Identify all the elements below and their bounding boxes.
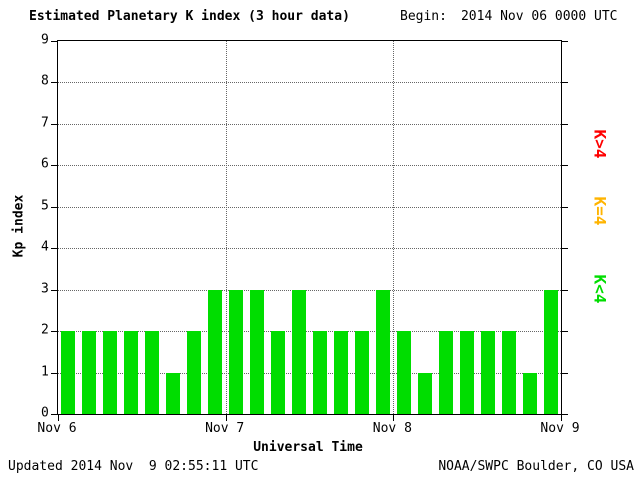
axis-tick [51, 123, 57, 125]
h-gridline [58, 206, 561, 208]
legend-k-gt-4: K>4 [590, 129, 610, 159]
legend-k-eq-4: K=4 [590, 196, 610, 226]
axis-tick [51, 206, 57, 208]
y-tick-label: 5 [41, 198, 49, 214]
y-tick-label: 1 [41, 364, 49, 380]
chart-title: Estimated Planetary K index (3 hour data… [29, 9, 350, 24]
y-tick-label: 9 [41, 32, 49, 48]
begin-value: 2014 Nov 06 0000 UTC [460, 9, 618, 24]
kp-bar [166, 372, 181, 414]
axis-tick [51, 165, 57, 167]
axis-tick [51, 82, 57, 84]
kp-bar [145, 331, 160, 414]
y-tick-label: 8 [41, 73, 49, 89]
h-gridline [58, 289, 561, 291]
axis-tick [562, 82, 568, 84]
h-gridline [58, 165, 561, 167]
axis-tick [51, 289, 57, 291]
axis-tick [562, 123, 568, 125]
x-tick-label: Nov 9 [540, 421, 580, 436]
axis-tick [58, 415, 59, 421]
kp-bar [501, 331, 516, 414]
y-tick-label: 6 [41, 156, 49, 172]
begin-label: Begin: [400, 9, 447, 24]
x-axis-title: Universal Time [253, 440, 363, 455]
y-axis-title: Kp index [11, 194, 27, 258]
axis-tick [561, 415, 562, 421]
kp-bar [522, 372, 537, 414]
axis-tick [562, 206, 568, 208]
axis-tick [51, 331, 57, 333]
kp-bar [187, 331, 202, 414]
y-tick-label: 7 [41, 115, 49, 131]
h-gridline [58, 123, 561, 125]
axis-tick [51, 41, 57, 42]
source-attribution: NOAA/SWPC Boulder, CO USA [438, 459, 634, 474]
kp-bar [124, 331, 139, 414]
kp-bar [82, 331, 97, 414]
kp-bar [459, 331, 474, 414]
kp-bar [375, 289, 390, 414]
kp-bar [396, 331, 411, 414]
axis-tick [562, 165, 568, 167]
kp-bar [271, 331, 286, 414]
axis-tick [51, 248, 57, 250]
y-tick-label: 3 [41, 281, 49, 297]
legend-k-lt-4: K<4 [590, 274, 610, 304]
h-gridline [58, 331, 561, 333]
kp-bar [103, 331, 118, 414]
axis-tick [562, 331, 568, 333]
kp-bar [417, 372, 432, 414]
kp-bar [208, 289, 223, 414]
begin-annotation: Begin: 2014 Nov 06 0000 UTC [400, 9, 618, 24]
axis-tick [225, 415, 227, 421]
x-tick-label: Nov 7 [205, 421, 245, 436]
x-tick-label: Nov 6 [37, 421, 77, 436]
y-tick-label: 2 [41, 322, 49, 338]
x-tick-label: Nov 8 [372, 421, 412, 436]
axis-tick [562, 248, 568, 250]
kp-bar [61, 331, 76, 414]
kp-bar [543, 289, 558, 414]
kp-bar [292, 289, 307, 414]
axis-tick [562, 414, 568, 415]
h-gridline [58, 82, 561, 84]
kp-bar [354, 331, 369, 414]
axis-tick [51, 414, 57, 415]
kp-bar [312, 331, 327, 414]
axis-tick [393, 415, 395, 421]
kp-bar [480, 331, 495, 414]
axis-tick [562, 372, 568, 374]
y-tick-label: 4 [41, 239, 49, 255]
axis-tick [562, 289, 568, 291]
axis-tick [51, 372, 57, 374]
h-gridline [58, 372, 561, 374]
updated-timestamp: Updated 2014 Nov 9 02:55:11 UTC [8, 459, 259, 474]
axis-tick [562, 41, 568, 42]
kp-bar [438, 331, 453, 414]
kp-bar [333, 331, 348, 414]
kp-bar [229, 289, 244, 414]
plot-area [51, 40, 568, 421]
h-gridline [58, 248, 561, 250]
y-tick-label: 0 [41, 405, 49, 421]
v-gridline [393, 41, 395, 414]
kp-bar [250, 289, 265, 414]
v-gridline [225, 41, 227, 414]
